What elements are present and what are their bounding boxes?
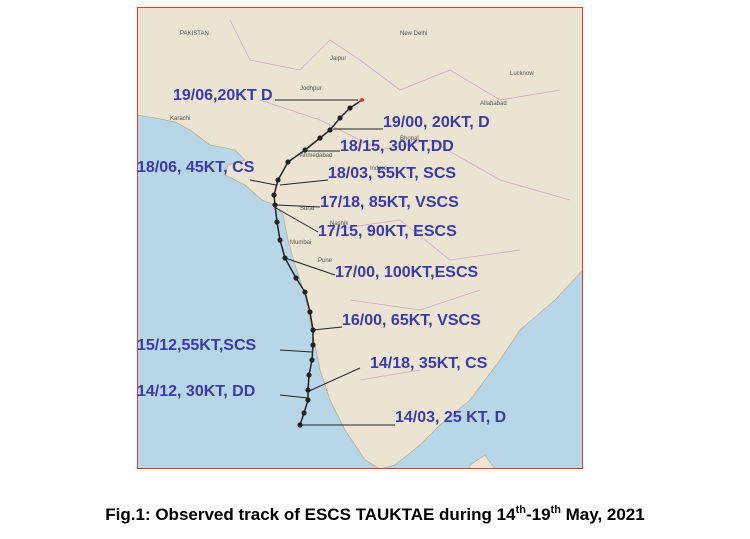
- place-name: PAKISTAN: [180, 31, 209, 37]
- track-label: 15/12,55KT,SCS: [137, 337, 257, 354]
- leader-line: [279, 394, 309, 399]
- leader-line: [279, 179, 329, 186]
- track-labels: 19/06,20KT D 19/00, 20KT, D 18/15, 30KT,DD…: [137, 87, 506, 426]
- sri-lanka: [469, 454, 496, 469]
- track-point: [310, 342, 316, 348]
- track-point: [274, 219, 280, 225]
- track-label: 18/06, 45KT, CS: [137, 159, 255, 176]
- place-name: Jodhpur: [300, 86, 322, 92]
- map: PAKISTAN Karachi New Delhi Jaipur Lucknow All…: [137, 7, 583, 469]
- leader-line: [249, 179, 277, 186]
- leader-line: [312, 326, 343, 331]
- place-name: Mumbai: [290, 240, 311, 246]
- leader-line: [306, 367, 361, 393]
- leader-line: [275, 204, 321, 208]
- track-point: [293, 275, 299, 281]
- place-name: Jaipur: [330, 56, 346, 62]
- track-point: [309, 357, 315, 363]
- leader-line: [275, 207, 319, 233]
- caption-text: -19: [526, 505, 551, 524]
- caption-sup: th: [551, 504, 562, 516]
- track-label: 14/18, 35KT, CS: [370, 355, 488, 372]
- track-point: [305, 397, 311, 403]
- track-point: [271, 192, 277, 198]
- track-point: [327, 127, 333, 133]
- track-point: [337, 115, 343, 121]
- track-point: [285, 159, 291, 165]
- track: [271, 98, 364, 428]
- caption-text: May, 2021: [561, 505, 645, 524]
- track-point: [307, 309, 313, 315]
- place-name: Karachi: [170, 116, 190, 122]
- track-point: [302, 147, 308, 153]
- caption-sup: th: [516, 504, 527, 516]
- place-name: Indore: [370, 166, 388, 172]
- track-label: 18/03, 55KT, SCS: [328, 165, 456, 182]
- track-point: [306, 372, 312, 378]
- place-name: Pune: [318, 258, 333, 264]
- leader-line: [284, 257, 336, 276]
- place-name: Ahmedabad: [300, 153, 332, 159]
- track-point: [277, 237, 283, 243]
- track-point: [272, 202, 278, 208]
- track-label: 14/03, 25 KT, D: [395, 409, 506, 426]
- track-label: 18/15, 30KT,DD: [340, 138, 454, 155]
- place-name: Nashik: [330, 221, 349, 227]
- track-label: 19/00, 20KT, D: [383, 114, 490, 131]
- place-name: Lucknow: [510, 71, 534, 77]
- track-point: [297, 422, 303, 428]
- track-label: 19/06,20KT D: [173, 87, 273, 104]
- caption: Fig.1: Observed track of ESCS TAUKTAE du…: [105, 504, 644, 524]
- place-name: Bhopal: [400, 136, 419, 142]
- track-point: [317, 135, 323, 141]
- track-label: 16/00, 65KT, VSCS: [342, 312, 481, 329]
- track-point: [347, 105, 353, 111]
- track-point: [301, 410, 307, 416]
- track-point: [302, 289, 308, 295]
- borders: [229, 19, 571, 381]
- leader-line: [279, 349, 313, 353]
- track-label: 14/12, 30KT, DD: [137, 383, 255, 400]
- place-name: Allahabad: [480, 101, 507, 107]
- track-point: [275, 177, 281, 183]
- place-name: Surat: [300, 206, 315, 212]
- track-label: 17/00, 100KT,ESCS: [335, 264, 479, 281]
- track-point: [360, 98, 364, 102]
- place-name: New Delhi: [400, 31, 427, 37]
- track-label: 17/15, 90KT, ESCS: [318, 223, 457, 240]
- track-label: 17/18, 85KT, VSCS: [320, 194, 459, 211]
- caption-text: Fig.1: Observed track of ESCS TAUKTAE du…: [105, 505, 516, 524]
